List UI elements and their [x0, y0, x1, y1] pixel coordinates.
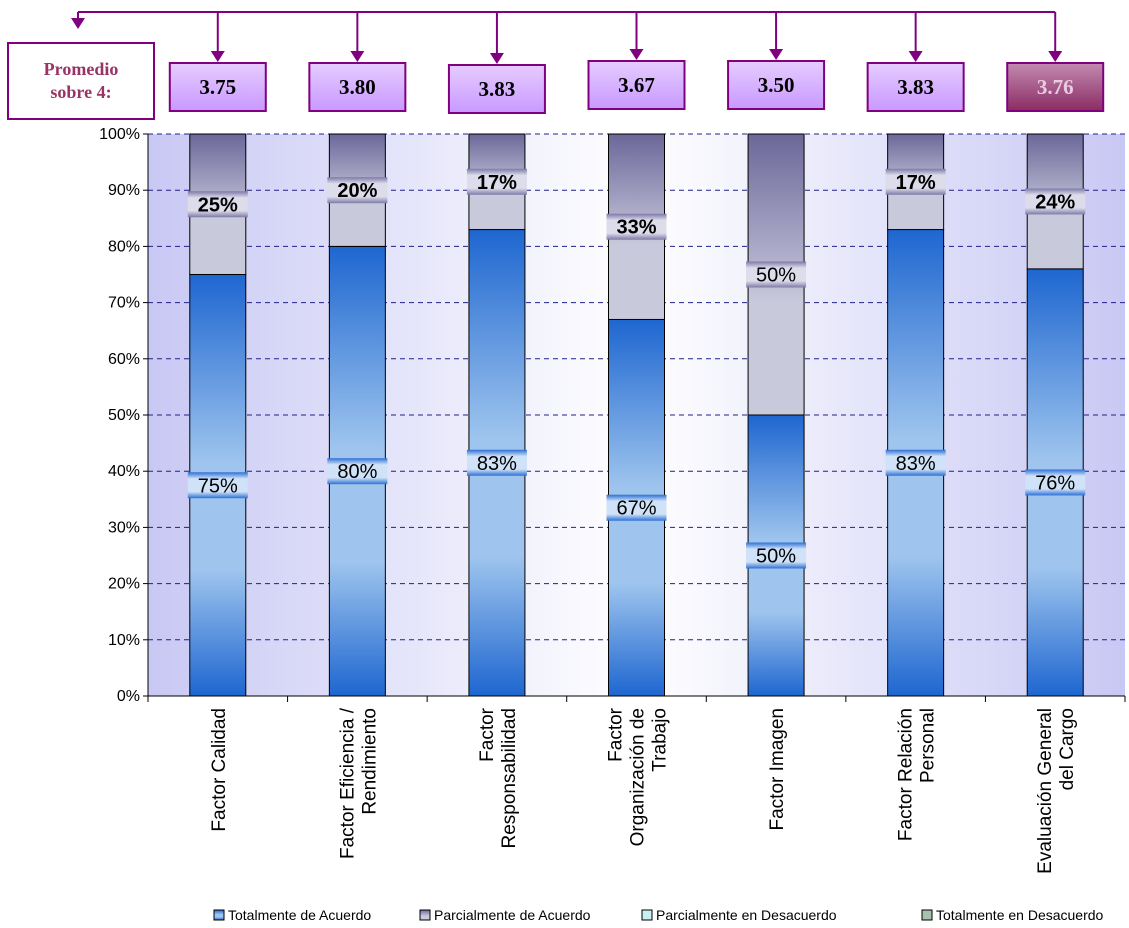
x-category-label-line: Organización de: [628, 708, 649, 846]
average-box: [866, 62, 965, 112]
legend-label: Totalmente de Acuerdo: [228, 907, 371, 923]
data-label-box: [327, 458, 388, 485]
arrow-head: [629, 49, 644, 60]
x-category-label-line: Personal: [918, 708, 939, 783]
x-category-label: Factor Organización de Trabajo: [606, 707, 671, 846]
arrow-head: [350, 51, 365, 62]
legend: Totalmente de Acuerdo Parcialmente de Acu…: [213, 907, 1104, 923]
averages-label-line: sobre 4:: [50, 82, 111, 102]
data-label: 83%: [896, 453, 936, 475]
x-category-label-line: Factor: [477, 707, 498, 762]
data-label: 33%: [616, 217, 656, 239]
arrow-head: [769, 49, 784, 60]
legend-swatch: [419, 909, 431, 921]
average-box: [308, 62, 407, 112]
average-value: 3.83: [479, 77, 516, 101]
data-label-box: [606, 213, 667, 240]
average-value: 3.67: [618, 73, 655, 97]
x-category-label-line: Trabajo: [650, 708, 671, 772]
y-tick-label: 90%: [108, 182, 140, 199]
average-box: [727, 60, 826, 110]
data-label-box: [1025, 188, 1086, 215]
average-value: 3.83: [897, 75, 934, 99]
data-label-box: [746, 542, 807, 569]
data-label: 67%: [616, 498, 656, 520]
y-tick-label: 10%: [108, 632, 140, 649]
arrow-head: [210, 51, 225, 62]
average-value: 3.75: [199, 75, 236, 99]
arrow-head: [489, 53, 504, 64]
data-label-box: [606, 494, 667, 521]
legend-swatch: [641, 909, 653, 921]
x-category-label-line: Rendimiento: [359, 708, 380, 815]
x-category-label-line: Factor Calidad: [209, 708, 230, 832]
data-label: 50%: [756, 546, 796, 568]
data-label: 17%: [896, 172, 936, 194]
legend-label: Totalmente en Desacuerdo: [936, 907, 1104, 923]
y-tick-label: 20%: [108, 576, 140, 593]
average-value: 3.50: [758, 73, 795, 97]
x-category-label: Evaluación General del Cargo: [1035, 708, 1078, 874]
data-label-box: [187, 472, 248, 499]
averages-header: Promedio sobre 4: 3.75 3.80 3.83 3.67 3.50 3.83…: [7, 11, 1105, 120]
x-category-label-line: Factor Relación: [896, 708, 917, 841]
data-label-box: [885, 449, 946, 476]
y-axis: 0% 10% 20% 30% 40% 50% 60% 70% 80% 90% 100%: [99, 126, 149, 705]
x-category-label: Factor Relación Personal: [896, 708, 939, 841]
average-value: 3.80: [339, 75, 376, 99]
data-label-box: [885, 168, 946, 195]
average-box: [447, 64, 546, 114]
data-label: 17%: [477, 172, 517, 194]
x-category-label-line: Factor Imagen: [767, 708, 788, 831]
legend-swatch: [213, 909, 225, 921]
data-label-box: [466, 168, 527, 195]
data-label-box: [1025, 469, 1086, 496]
x-category-label: Factor Imagen: [767, 708, 788, 831]
data-label: 24%: [1035, 191, 1075, 213]
y-tick-label: 100%: [99, 126, 140, 143]
average-value: 3.76: [1037, 75, 1074, 99]
data-label-box: [327, 177, 388, 204]
averages-label-box: [7, 42, 155, 120]
data-label-box: [466, 449, 527, 476]
data-label: 75%: [198, 475, 238, 497]
x-category-label-line: Responsabilidad: [499, 708, 520, 849]
y-tick-label: 50%: [108, 407, 140, 424]
arrow-head: [908, 51, 923, 62]
y-tick-label: 70%: [108, 295, 140, 312]
data-label: 20%: [337, 180, 377, 202]
x-category-label-line: Evaluación General: [1035, 708, 1056, 874]
y-tick-label: 80%: [108, 238, 140, 255]
arrow-head: [1048, 51, 1063, 62]
legend-label: Parcialmente de Acuerdo: [434, 907, 591, 923]
x-category-label: Factor Responsabilidad: [477, 707, 520, 848]
data-labels: 75% 25% 80% 20% 83% 17% 67% 33% 50% 50% 83% 17% 76% 2…: [187, 168, 1086, 569]
x-category-label-line: Factor: [606, 707, 627, 762]
average-box: [168, 62, 267, 112]
data-label: 76%: [1035, 472, 1075, 494]
averages-label-line: Promedio: [44, 59, 119, 79]
data-label: 80%: [337, 461, 377, 483]
average-box: [587, 60, 686, 110]
arrow-head: [71, 18, 85, 29]
x-axis: Factor Calidad Factor Eficiencia / Rendimi…: [147, 695, 1126, 874]
average-box: [1006, 62, 1105, 112]
data-label-box: [746, 261, 807, 288]
x-category-label: Factor Calidad: [209, 708, 230, 832]
data-label: 83%: [477, 453, 517, 475]
x-category-label: Factor Eficiencia / Rendimiento: [337, 707, 380, 859]
y-tick-label: 0%: [117, 688, 140, 705]
x-category-label-line: del Cargo: [1057, 708, 1078, 790]
data-label: 25%: [198, 194, 238, 216]
data-label-box: [187, 191, 248, 218]
x-category-label-line: Factor Eficiencia /: [337, 707, 358, 859]
y-tick-label: 60%: [108, 351, 140, 368]
legend-label: Parcialmente en Desacuerdo: [656, 907, 837, 923]
legend-swatch: [921, 909, 933, 921]
data-label: 50%: [756, 265, 796, 287]
y-tick-label: 40%: [108, 463, 140, 480]
y-tick-label: 30%: [108, 519, 140, 536]
